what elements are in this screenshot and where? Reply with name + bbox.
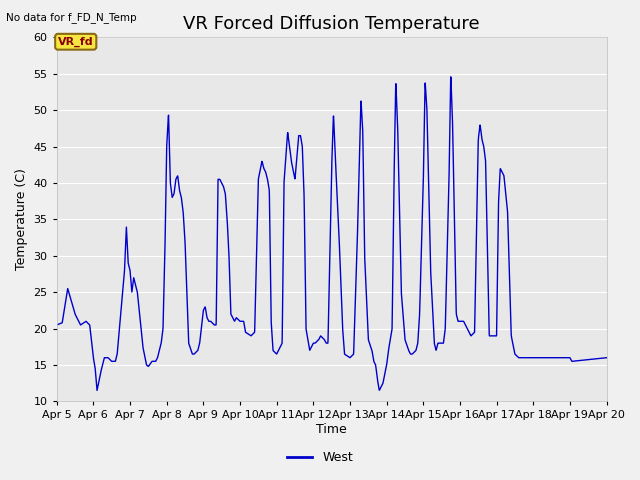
Legend: West: West (282, 446, 358, 469)
Y-axis label: Temperature (C): Temperature (C) (15, 168, 28, 270)
Title: VR Forced Diffusion Temperature: VR Forced Diffusion Temperature (183, 15, 480, 33)
Text: VR_fd: VR_fd (58, 36, 93, 47)
X-axis label: Time: Time (316, 423, 347, 436)
Text: No data for f_FD_N_Temp: No data for f_FD_N_Temp (6, 12, 137, 23)
